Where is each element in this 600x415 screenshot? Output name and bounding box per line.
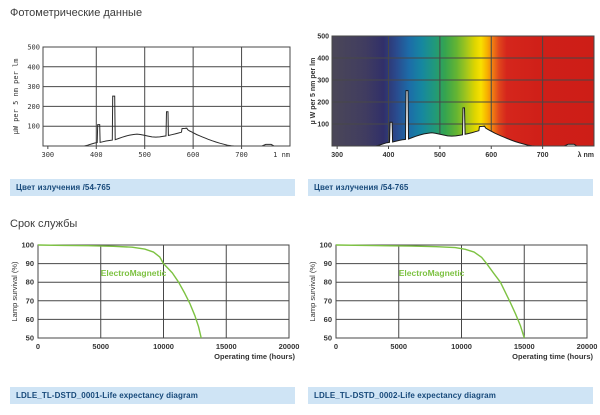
svg-text:90: 90 <box>26 259 34 268</box>
svg-text:10000: 10000 <box>153 342 174 351</box>
svg-text:µW per 5 nm per lm: µW per 5 nm per lm <box>12 59 20 135</box>
svg-text:400: 400 <box>317 56 329 63</box>
photometric-section-title: Фотометрические данные <box>10 7 143 19</box>
svg-text:50: 50 <box>324 334 332 343</box>
caption-life-left: LDLE_TL-DSTD_0001-Life expectancy diagra… <box>10 387 295 404</box>
life-expectancy-chart-1: ElectroMagnetic 0 5000 10000 15000 20000Opera… <box>10 241 300 362</box>
svg-text:500: 500 <box>434 152 446 159</box>
svg-text:µ W per 5 nm per lm: µ W per 5 nm per lm <box>310 58 317 125</box>
svg-text:400: 400 <box>27 63 40 71</box>
svg-text:700: 700 <box>537 152 549 159</box>
lifetime-section-title: Срок службы <box>10 218 78 230</box>
svg-text:80: 80 <box>324 278 332 287</box>
svg-text:50: 50 <box>26 334 34 343</box>
svg-text:200: 200 <box>317 100 329 107</box>
svg-text:300: 300 <box>331 152 343 159</box>
svg-text:60: 60 <box>26 315 34 324</box>
svg-text:300: 300 <box>27 83 40 91</box>
svg-text:400: 400 <box>90 151 103 159</box>
svg-text:400: 400 <box>383 152 395 159</box>
svg-text:Lamp survival (%): Lamp survival (%) <box>10 261 19 322</box>
svg-text:5000: 5000 <box>390 342 407 351</box>
spectral-power-distribution-colour-chart: 300 400 500 600 700 λ nm 100 200 300 400 500 µ W pe… <box>310 34 595 159</box>
svg-text:500: 500 <box>27 44 40 52</box>
svg-text:500: 500 <box>317 34 329 41</box>
svg-text:200: 200 <box>27 103 40 111</box>
svg-text:70: 70 <box>26 296 34 305</box>
caption-life-right: LDLE_TL-DSTD_0002-Life expectancy diagra… <box>308 387 593 404</box>
svg-text:1 nm: 1 nm <box>273 151 290 159</box>
svg-text:0: 0 <box>334 342 338 351</box>
svg-text:300: 300 <box>42 151 55 159</box>
svg-text:20000: 20000 <box>279 342 300 351</box>
svg-text:90: 90 <box>324 259 332 268</box>
svg-text:10000: 10000 <box>451 342 472 351</box>
svg-text:Operating time (hours): Operating time (hours) <box>214 352 295 361</box>
svg-text:70: 70 <box>324 296 332 305</box>
svg-text:ElectroMagnetic: ElectroMagnetic <box>101 268 167 278</box>
svg-text:Lamp survival (%): Lamp survival (%) <box>308 261 317 322</box>
svg-text:λ nm: λ nm <box>578 151 594 159</box>
svg-text:300: 300 <box>317 78 329 85</box>
svg-text:60: 60 <box>324 315 332 324</box>
svg-text:100: 100 <box>21 241 34 250</box>
svg-text:100: 100 <box>319 241 332 250</box>
svg-text:100: 100 <box>317 122 329 129</box>
svg-text:Operating time (hours): Operating time (hours) <box>512 352 593 361</box>
svg-text:700: 700 <box>235 151 248 159</box>
svg-text:ElectroMagnetic: ElectroMagnetic <box>399 268 465 278</box>
svg-text:5000: 5000 <box>92 342 109 351</box>
svg-text:500: 500 <box>138 151 151 159</box>
svg-text:0: 0 <box>36 342 40 351</box>
svg-text:15000: 15000 <box>514 342 535 351</box>
svg-text:80: 80 <box>26 278 34 287</box>
svg-text:100: 100 <box>27 123 40 131</box>
life-expectancy-chart-2: ElectroMagnetic 0 5000 10000 15000 20000Opera… <box>308 241 598 362</box>
caption-spectral-right: Цвет излучения /54-765 <box>308 179 593 196</box>
svg-text:15000: 15000 <box>216 342 237 351</box>
svg-text:20000: 20000 <box>577 342 598 351</box>
svg-text:600: 600 <box>187 151 200 159</box>
svg-text:600: 600 <box>485 152 497 159</box>
caption-spectral-left: Цвет излучения /54-765 <box>10 179 295 196</box>
spectral-power-distribution-chart: 300 400 500 600 700 1 nm 100 200 300 400 500 µW per… <box>12 44 291 159</box>
